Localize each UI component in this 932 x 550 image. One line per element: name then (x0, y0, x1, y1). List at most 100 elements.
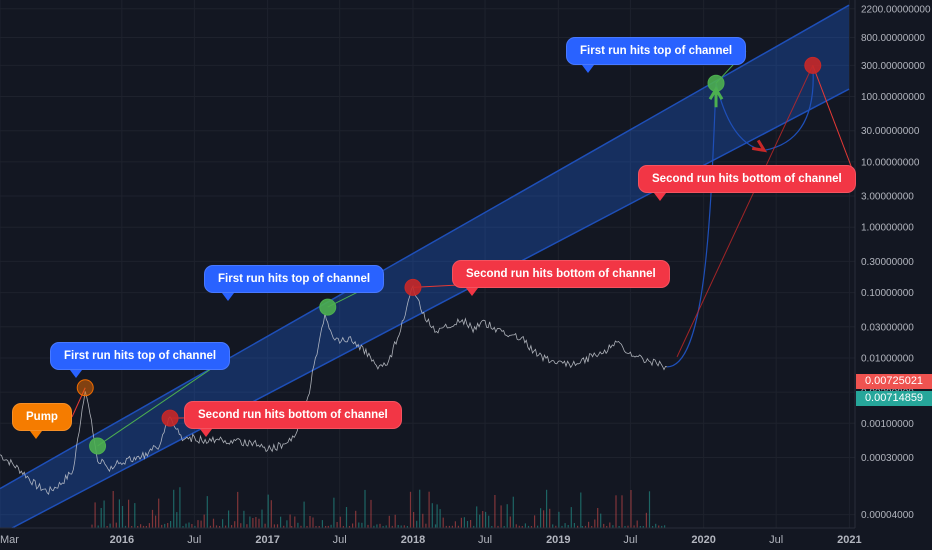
volume-bar (182, 526, 184, 528)
annotation-marker[interactable] (707, 74, 725, 92)
projection-path[interactable] (667, 65, 814, 368)
volume-bar (264, 523, 266, 528)
volume-bar (618, 526, 620, 528)
volume-bar (325, 526, 327, 528)
x-axis-background (0, 528, 932, 550)
volume-bar (267, 494, 269, 528)
volume-bar (428, 491, 430, 528)
volume-bar (206, 496, 208, 528)
volume-bar (537, 525, 539, 528)
volume-bar (212, 518, 215, 528)
y-axis[interactable]: 2200.00000000 800.00000000 300.00000000 100… (854, 0, 932, 550)
y-tick-label: 0.00030000 (861, 453, 914, 464)
volume-bar (512, 496, 514, 528)
volume-bar (524, 523, 526, 528)
volume-bar (364, 489, 366, 528)
y-tick-label: 0.30000000 (861, 257, 914, 268)
x-axis[interactable]: Mar 2016 Jul 2017 Jul 2018 Jul 2019 Jul 2020 Jul 20… (0, 527, 932, 550)
volume-bar (131, 526, 133, 528)
callout-tail (582, 65, 594, 73)
annotation-marker[interactable] (319, 298, 337, 316)
volume-bar (121, 506, 124, 528)
x-tick-label: 2021 (837, 534, 861, 546)
volume-bars (91, 487, 666, 528)
annotation-marker[interactable] (404, 278, 422, 296)
volume-bar (191, 524, 193, 528)
callout-second-run-2[interactable]: Second run hits bottom of channel (452, 260, 670, 296)
volume-bar (664, 525, 666, 528)
volume-bar (261, 509, 263, 528)
callout-first-run-1[interactable]: First run hits top of channel (50, 342, 231, 378)
annotation-marker[interactable] (804, 56, 822, 74)
volume-bar (577, 525, 579, 528)
y-tick-label: 10.00000000 (861, 157, 920, 168)
volume-bar (345, 507, 348, 528)
volume-bar (252, 518, 254, 528)
volume-bar (588, 521, 590, 528)
y-tick-label: 100.00000000 (861, 92, 925, 103)
volume-bar (624, 526, 626, 528)
volume-bar (255, 517, 257, 528)
volume-bar (164, 523, 166, 528)
projection-red-line[interactable] (676, 65, 814, 358)
y-tick-label: 2200.00000000 (861, 4, 931, 15)
volume-bar (488, 515, 490, 528)
volume-bar (636, 520, 638, 528)
channel-bottom-line[interactable] (0, 88, 850, 535)
volume-bar (289, 514, 291, 528)
callout-tail (30, 431, 42, 439)
price-line[interactable] (0, 284, 668, 496)
volume-bar (358, 522, 360, 528)
volume-bar (581, 526, 583, 528)
volume-bar (240, 523, 242, 528)
volume-bar (409, 491, 412, 528)
volume-bar (527, 525, 530, 528)
volume-bar (373, 525, 375, 528)
volume-bar (276, 524, 279, 528)
annotation-marker[interactable] (161, 409, 179, 427)
volume-bar (448, 525, 450, 528)
callout-first-run-3[interactable]: First run hits top of channel (566, 37, 747, 73)
volume-bar (416, 520, 418, 528)
volume-bar (406, 526, 408, 528)
volume-bar (200, 520, 202, 528)
volume-bar (543, 510, 545, 528)
y-tick-label: 0.03000000 (861, 322, 914, 333)
volume-bar (460, 517, 462, 528)
annotation-marker[interactable] (89, 437, 107, 455)
volume-bar (231, 525, 233, 528)
volume-bar (158, 498, 160, 528)
volume-bar (352, 523, 354, 528)
volume-bar (151, 509, 154, 528)
volume-bar (473, 525, 475, 528)
connector-line (812, 65, 857, 180)
callout-second-run-1[interactable]: Second run hits bottom of channel (184, 401, 402, 437)
volume-bar (167, 523, 169, 528)
projection-up[interactable] (667, 83, 717, 368)
volume-bar (234, 521, 236, 528)
channel-top-line[interactable] (0, 4, 850, 490)
volume-bar (106, 526, 108, 528)
price-series[interactable] (0, 284, 668, 496)
volume-bar (591, 526, 593, 528)
x-tick-label: Jul (769, 534, 783, 546)
x-tick-label: 2019 (546, 534, 570, 546)
volume-bar (509, 516, 511, 528)
callout-first-run-2[interactable]: First run hits top of channel (204, 265, 385, 301)
callout-tail (70, 370, 82, 378)
annotation-marker[interactable] (76, 379, 94, 397)
volume-bar (594, 519, 596, 528)
callout-pump[interactable]: Pump (12, 403, 72, 439)
volume-bar (112, 491, 114, 528)
volume-bar (194, 525, 196, 528)
x-tick-label: Jul (333, 534, 347, 546)
volume-bar (339, 516, 341, 528)
callout-second-run-3[interactable]: Second run hits bottom of channel (638, 165, 856, 201)
volume-bar (258, 518, 260, 528)
volume-bar (503, 526, 505, 528)
volume-bar (609, 522, 611, 528)
x-tick-label: 2017 (255, 534, 279, 546)
volume-bar (97, 525, 99, 528)
volume-bar (309, 516, 311, 528)
volume-bar (361, 522, 363, 528)
